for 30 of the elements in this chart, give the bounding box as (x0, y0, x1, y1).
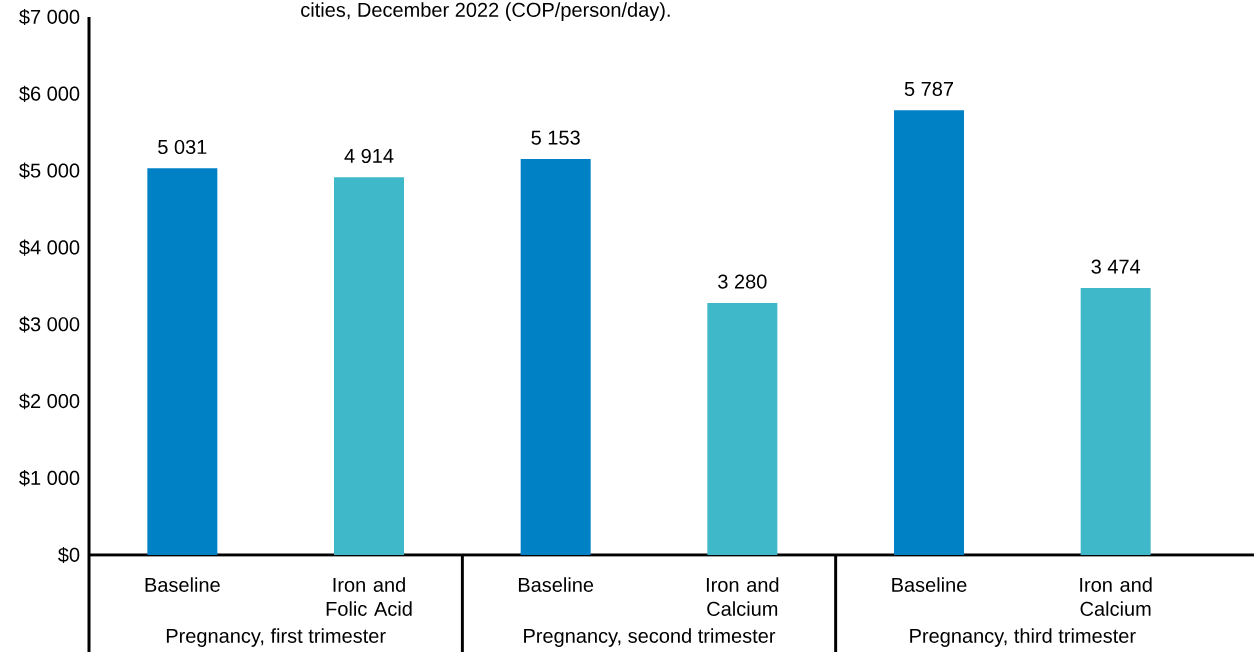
chart-title: cities, December 2022 (COP/person/day). (301, 2, 670, 21)
bar (1080, 287, 1151, 555)
data-label: 3 280 (718, 274, 767, 289)
data-label: 5 031 (158, 139, 207, 155)
bar (147, 168, 218, 555)
x-tick-label: Iron and Calcium (1080, 577, 1152, 616)
text: Pregnancy, first trimester (166, 628, 386, 647)
y-tick-label: $3 000 (19, 316, 80, 333)
y-tick-label: $6 000 (19, 85, 80, 102)
x-tick-label: Baseline (145, 577, 220, 592)
text: Pregnancy, third trimester (910, 628, 1136, 647)
data-label: 4 914 (344, 148, 394, 164)
x-tick-label: Iron and Folic Acid (326, 577, 412, 616)
data-label: 5 153 (531, 130, 580, 145)
bar (334, 177, 405, 555)
text: Pregnancy, second trimester (524, 628, 776, 647)
y-tick-label: $0 (58, 546, 80, 564)
x-tick-label: Baseline (518, 577, 594, 592)
data-label: 3 474 (1091, 259, 1141, 274)
bar (707, 302, 778, 555)
x-tick-label: Baseline (892, 577, 967, 592)
y-tick-label: $7 000 (19, 8, 80, 26)
data-label: 5 787 (904, 81, 954, 96)
bar (520, 158, 591, 555)
y-tick-label: $4 000 (19, 239, 80, 256)
y-tick-label: $2 000 (19, 393, 80, 410)
y-tick-label: $5 000 (19, 162, 80, 179)
x-tick-label: Iron and Calcium (706, 577, 779, 616)
bar (894, 110, 965, 555)
y-tick-label: $1 000 (19, 470, 80, 487)
